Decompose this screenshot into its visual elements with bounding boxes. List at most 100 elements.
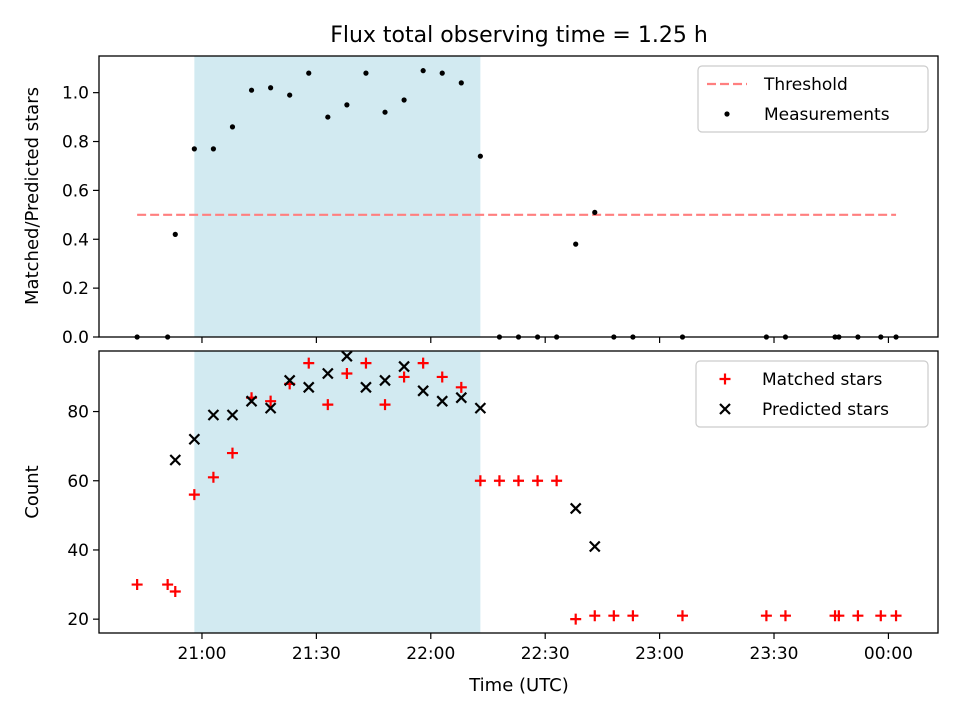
y-tick-label: 0.8 [62, 133, 89, 153]
predicted-star-point [417, 385, 429, 397]
y-tick-label: 0.4 [62, 230, 89, 250]
legend-label: Measurements [764, 105, 890, 125]
axes-frame [98, 55, 939, 338]
predicted-star-point [226, 409, 239, 421]
x-tick-label: 22:30 [521, 644, 570, 664]
matched-star-point [398, 371, 410, 383]
matched-star-point [608, 610, 620, 622]
x-tick-label: 23:30 [750, 644, 799, 664]
measurement-point [306, 70, 312, 76]
x-tick-label: 23:00 [635, 644, 684, 664]
y-tick-label: 60 [67, 472, 89, 492]
legend-label: Predicted stars [762, 400, 889, 420]
predicted-star-point [245, 395, 258, 407]
predicted-star-point [588, 540, 601, 553]
matched-star-point [303, 357, 315, 369]
predicted-star-point [379, 374, 391, 387]
predicted-star-point [188, 433, 201, 446]
predicted-star-point [398, 360, 410, 373]
measurement-point [477, 153, 483, 159]
matched-star-point [417, 357, 429, 369]
measurement-point [344, 102, 350, 108]
measurement-point [458, 80, 464, 86]
measurement-point [268, 85, 274, 91]
predicted-star-point [360, 381, 372, 394]
matched-star-point [169, 585, 181, 597]
matched-star-point [188, 489, 200, 501]
y-tick-label: 80 [67, 403, 89, 423]
y-tick-label: 40 [67, 541, 89, 561]
observing-window-shade [194, 56, 481, 337]
y-tick-label: 0.6 [62, 181, 89, 201]
measurement-point [172, 231, 178, 237]
measurement-point [287, 92, 293, 98]
legend-marker [719, 403, 731, 415]
matched-star-point [875, 610, 887, 622]
predicted-star-point [264, 402, 277, 414]
predicted-star-point [474, 402, 487, 414]
matched-star-point [265, 395, 277, 407]
observing-window-shade [194, 351, 481, 633]
matched-star-point [852, 610, 864, 622]
matched-star-point [474, 475, 486, 487]
bottom-y-axis-label: Count [22, 465, 43, 518]
axes-frame [98, 350, 939, 634]
legend-label: Matched stars [762, 370, 882, 390]
matched-star-point [207, 471, 219, 483]
matched-star-point [760, 610, 772, 622]
matched-star-point [131, 579, 143, 591]
matched-star-point [341, 367, 353, 379]
matched-star-point [379, 399, 391, 411]
matched-star-point [833, 610, 845, 622]
x-tick-label: 00:00 [864, 644, 913, 664]
legend-box [697, 65, 929, 133]
x-tick-label: 21:30 [292, 644, 341, 664]
x-tick-label: 21:00 [177, 644, 226, 664]
matched-star-point [360, 357, 372, 369]
measurement-point [325, 114, 331, 120]
matched-star-point [627, 610, 639, 622]
legend: Matched stars Predicted stars [695, 360, 929, 428]
matched-star-point [513, 475, 524, 487]
predicted-star-point [341, 350, 353, 362]
predicted-star-point [455, 391, 468, 404]
top-panel: 0.0 0.2 0.4 0.6 0.8 1.0 Threshold Measurements [62, 55, 939, 348]
x-tick-label: 22:00 [406, 644, 455, 664]
matched-star-point [162, 579, 174, 591]
predicted-star-point [302, 381, 315, 394]
top-y-axis-label: Matched/Predicted stars [22, 87, 43, 305]
matched-star-point [226, 447, 238, 459]
measurement-point [439, 70, 445, 76]
predicted-star-point [207, 409, 220, 421]
matched-star-point [890, 610, 902, 622]
matched-star-point [779, 610, 791, 622]
matched-star-point [570, 613, 582, 625]
legend-box [695, 360, 929, 428]
measurement-point [382, 109, 388, 115]
bottom-panel: 21:00 21:30 22:00 22:30 23:00 23:30 00:00 20 40 6… [67, 350, 939, 664]
predicted-star-point [436, 395, 449, 407]
predicted-star-point [169, 454, 182, 466]
legend-marker [724, 111, 730, 117]
matched-star-point [322, 399, 334, 411]
matched-star-point [551, 475, 563, 487]
measurement-point [363, 70, 369, 76]
measurement-point [210, 146, 217, 152]
legend: Threshold Measurements [697, 65, 929, 133]
measurement-point [248, 87, 255, 93]
matched-star-point [532, 475, 544, 487]
measurement-point [401, 97, 407, 103]
predicted-star-point [569, 502, 582, 515]
predicted-star-point [283, 374, 296, 387]
y-tick-label: 1.0 [62, 84, 89, 104]
matched-star-point [676, 610, 688, 622]
matched-star-point [436, 371, 448, 383]
measurement-point [191, 146, 197, 152]
matched-star-point [589, 610, 601, 622]
y-tick-label: 0.2 [62, 279, 89, 299]
x-axis-label: Time (UTC) [468, 675, 569, 696]
matched-star-point [455, 381, 467, 393]
measurement-point [592, 209, 598, 215]
measurement-point [573, 241, 579, 247]
